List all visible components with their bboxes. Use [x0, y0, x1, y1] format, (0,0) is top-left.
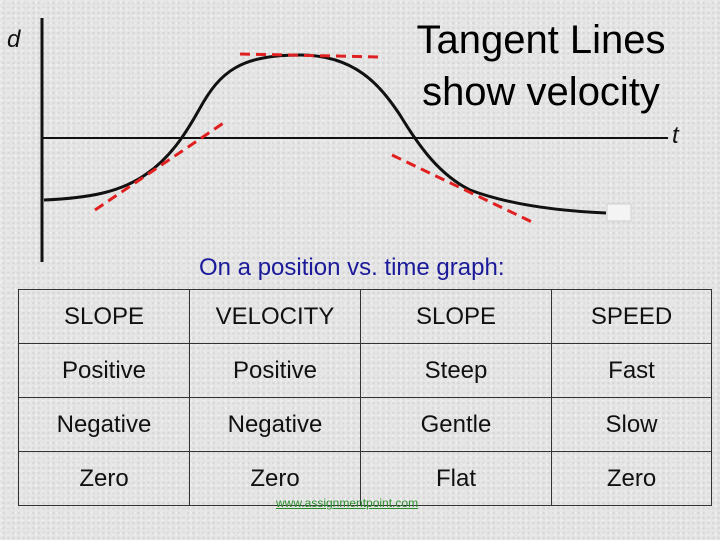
table-cell: Zero: [18, 451, 190, 506]
table-cell: Positive: [189, 343, 361, 398]
table-cell: Slow: [551, 397, 712, 452]
tangent-line-positive: [94, 120, 226, 212]
header-slope: SLOPE: [18, 289, 190, 344]
header-velocity: VELOCITY: [189, 289, 361, 344]
x-axis-label: t: [672, 122, 679, 149]
table-cell: Gentle: [360, 397, 552, 452]
position-time-graph: [40, 18, 668, 262]
title-line-1: Tangent Lines: [416, 18, 666, 62]
title-line-2: show velocity: [422, 70, 660, 114]
header-slope-2: SLOPE: [360, 289, 552, 344]
table-cell: Fast: [551, 343, 712, 398]
table-row: Positive Positive Steep Fast: [18, 343, 712, 398]
position-curve: [43, 53, 607, 215]
tangent-line-zero: [239, 52, 381, 59]
tangent-line-negative: [391, 153, 533, 224]
table-cell: Flat: [360, 451, 552, 506]
slide-title: Tangent Lines show velocity: [396, 14, 686, 118]
table-cell: Positive: [18, 343, 190, 398]
table-cell: Negative: [18, 397, 190, 452]
footer-link[interactable]: www.assignmentpoint.com: [276, 496, 419, 510]
header-speed: SPEED: [551, 289, 712, 344]
table-row: Zero Zero Flat Zero: [18, 451, 712, 506]
table-row: Negative Negative Gentle Slow: [18, 397, 712, 452]
table-cell: Negative: [189, 397, 361, 452]
table-cell: Steep: [360, 343, 552, 398]
y-axis-label: d: [7, 26, 21, 53]
table-cell: Zero: [189, 451, 361, 506]
table-caption: On a position vs. time graph:: [199, 254, 505, 281]
table-header-row: SLOPE VELOCITY SLOPE SPEED: [18, 289, 712, 344]
curve-end-marker: [606, 203, 632, 222]
slope-velocity-table: SLOPE VELOCITY SLOPE SPEED Positive Posi…: [18, 289, 712, 506]
table-cell: Zero: [551, 451, 712, 506]
